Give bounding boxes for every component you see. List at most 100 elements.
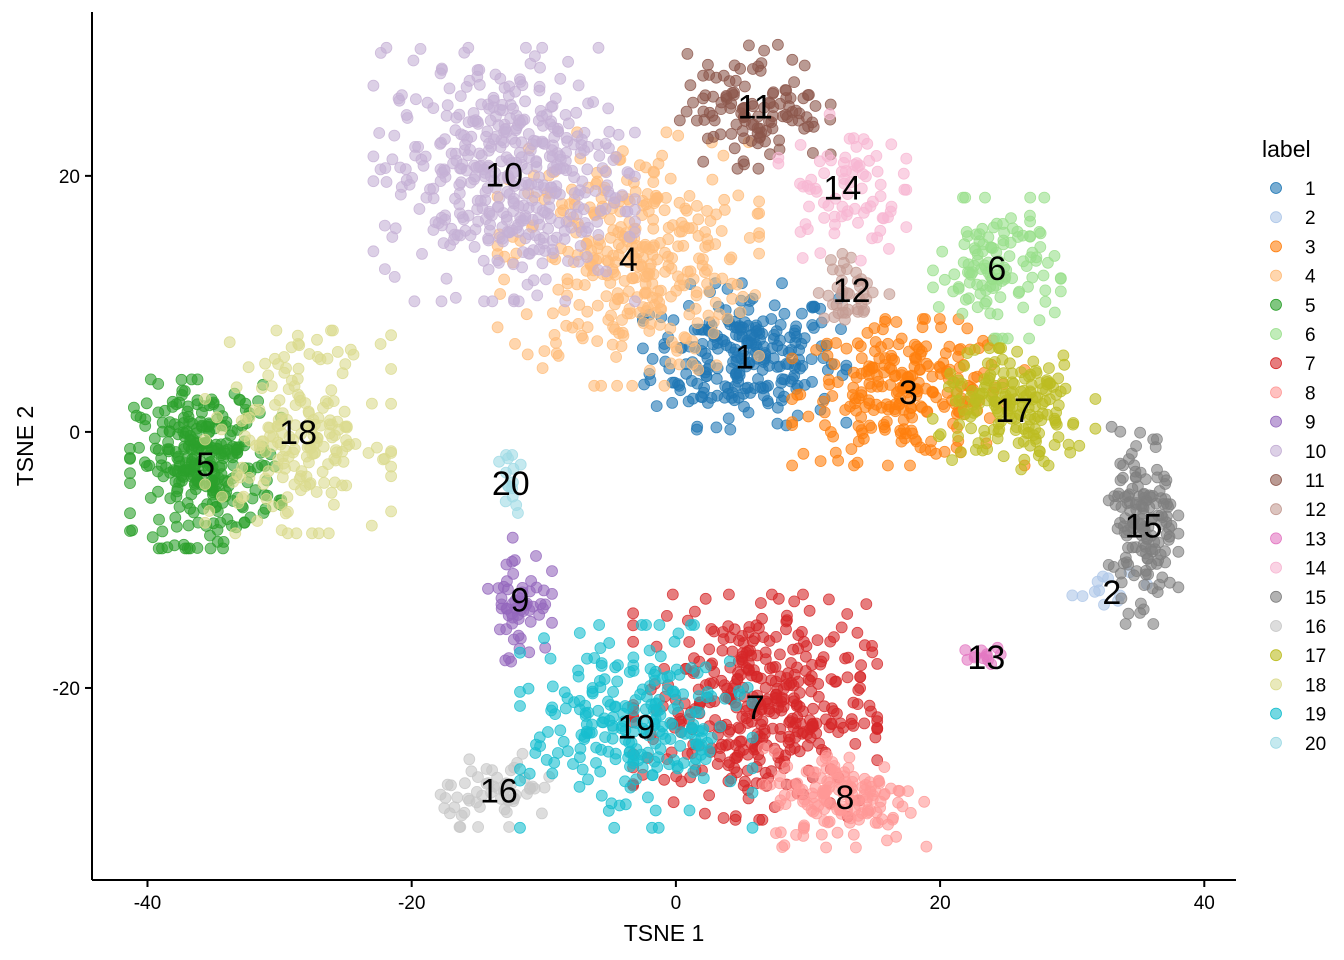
point-cluster-7 [759, 766, 772, 779]
point-cluster-10 [374, 47, 387, 59]
point-cluster-11 [766, 87, 779, 100]
point-cluster-19 [540, 754, 553, 766]
point-cluster-6 [1048, 306, 1061, 319]
point-cluster-10 [367, 245, 380, 258]
point-cluster-10 [455, 176, 468, 189]
point-cluster-18 [295, 428, 308, 440]
point-cluster-17 [932, 430, 945, 443]
point-cluster-19 [554, 724, 567, 737]
point-cluster-5 [181, 542, 194, 555]
point-cluster-18 [374, 338, 387, 350]
point-cluster-10 [522, 128, 535, 140]
point-cluster-10 [487, 133, 500, 146]
point-cluster-10 [400, 174, 413, 187]
point-cluster-15 [1160, 516, 1173, 529]
point-cluster-10 [509, 85, 522, 98]
point-cluster-6 [1039, 295, 1052, 308]
point-cluster-3 [828, 358, 841, 371]
legend-label: 13 [1305, 529, 1326, 550]
point-cluster-10 [602, 102, 615, 115]
point-cluster-16 [465, 765, 478, 778]
point-cluster-3 [826, 390, 839, 402]
point-cluster-5 [126, 524, 139, 537]
point-cluster-19 [582, 773, 594, 786]
point-cluster-3 [943, 340, 956, 353]
point-cluster-4 [547, 307, 559, 320]
point-cluster-10 [378, 263, 391, 276]
point-cluster-3 [853, 392, 865, 405]
point-cluster-5 [166, 400, 179, 413]
point-cluster-11 [691, 114, 703, 127]
point-cluster-7 [817, 651, 830, 663]
point-cluster-6 [994, 291, 1007, 304]
point-cluster-10 [476, 202, 489, 215]
point-cluster-6 [976, 222, 989, 235]
point-cluster-4 [671, 344, 683, 357]
point-cluster-10 [489, 68, 502, 81]
point-cluster-17 [972, 437, 985, 450]
cluster-label-3: 3 [899, 374, 918, 412]
point-cluster-8 [774, 826, 787, 839]
point-cluster-19 [602, 695, 614, 708]
point-cluster-10 [591, 215, 604, 228]
point-cluster-7 [858, 717, 871, 730]
point-cluster-8 [843, 751, 856, 764]
point-cluster-5 [221, 443, 234, 456]
point-cluster-9 [546, 616, 558, 629]
legend-item-1: 1 [1270, 179, 1316, 200]
point-cluster-19 [623, 736, 635, 749]
point-cluster-8 [845, 781, 857, 793]
legend-label: 20 [1305, 734, 1326, 755]
point-cluster-14 [828, 227, 841, 240]
point-cluster-18 [330, 446, 343, 459]
point-cluster-6 [1033, 225, 1046, 238]
point-cluster-10 [367, 175, 380, 188]
point-cluster-3 [925, 444, 937, 457]
point-cluster-10 [560, 131, 573, 144]
point-cluster-18 [260, 492, 273, 505]
point-cluster-15 [1128, 569, 1140, 582]
point-cluster-17 [968, 343, 981, 356]
point-cluster-7 [780, 672, 793, 684]
point-cluster-7 [785, 657, 797, 669]
point-cluster-3 [832, 454, 844, 467]
point-cluster-17 [990, 402, 1003, 415]
point-cluster-14 [823, 108, 836, 121]
point-cluster-19 [593, 619, 605, 631]
point-cluster-14 [772, 151, 785, 164]
point-cluster-10 [538, 206, 551, 219]
point-cluster-10 [367, 79, 380, 92]
point-cluster-6 [971, 248, 984, 261]
legend-item-7: 7 [1270, 354, 1316, 375]
point-cluster-10 [568, 171, 580, 184]
point-cluster-9 [546, 565, 558, 577]
point-cluster-4 [717, 149, 730, 162]
legend-item-2: 2 [1270, 208, 1316, 229]
point-cluster-19 [572, 670, 585, 683]
point-cluster-18 [322, 527, 335, 540]
y-tick-label: -20 [53, 679, 80, 700]
point-cluster-18 [199, 392, 212, 405]
point-cluster-17 [955, 446, 967, 459]
point-cluster-1 [840, 416, 853, 429]
point-cluster-4 [692, 213, 705, 226]
point-cluster-17 [1043, 362, 1055, 375]
point-cluster-15 [1156, 571, 1169, 584]
point-cluster-4 [633, 306, 646, 319]
point-cluster-17 [1059, 382, 1072, 395]
point-cluster-5 [239, 397, 252, 410]
point-cluster-6 [927, 281, 939, 294]
point-cluster-10 [450, 154, 463, 167]
point-cluster-8 [815, 828, 828, 841]
point-cluster-6 [963, 292, 975, 305]
point-cluster-11 [710, 71, 723, 84]
point-cluster-19 [609, 661, 622, 674]
point-cluster-18 [237, 490, 250, 503]
point-cluster-10 [500, 126, 513, 139]
point-cluster-4 [639, 238, 652, 251]
legend-label: 8 [1305, 383, 1316, 404]
point-cluster-19 [602, 745, 615, 758]
point-cluster-14 [829, 192, 842, 205]
point-cluster-8 [820, 762, 833, 775]
point-cluster-10 [629, 215, 641, 228]
